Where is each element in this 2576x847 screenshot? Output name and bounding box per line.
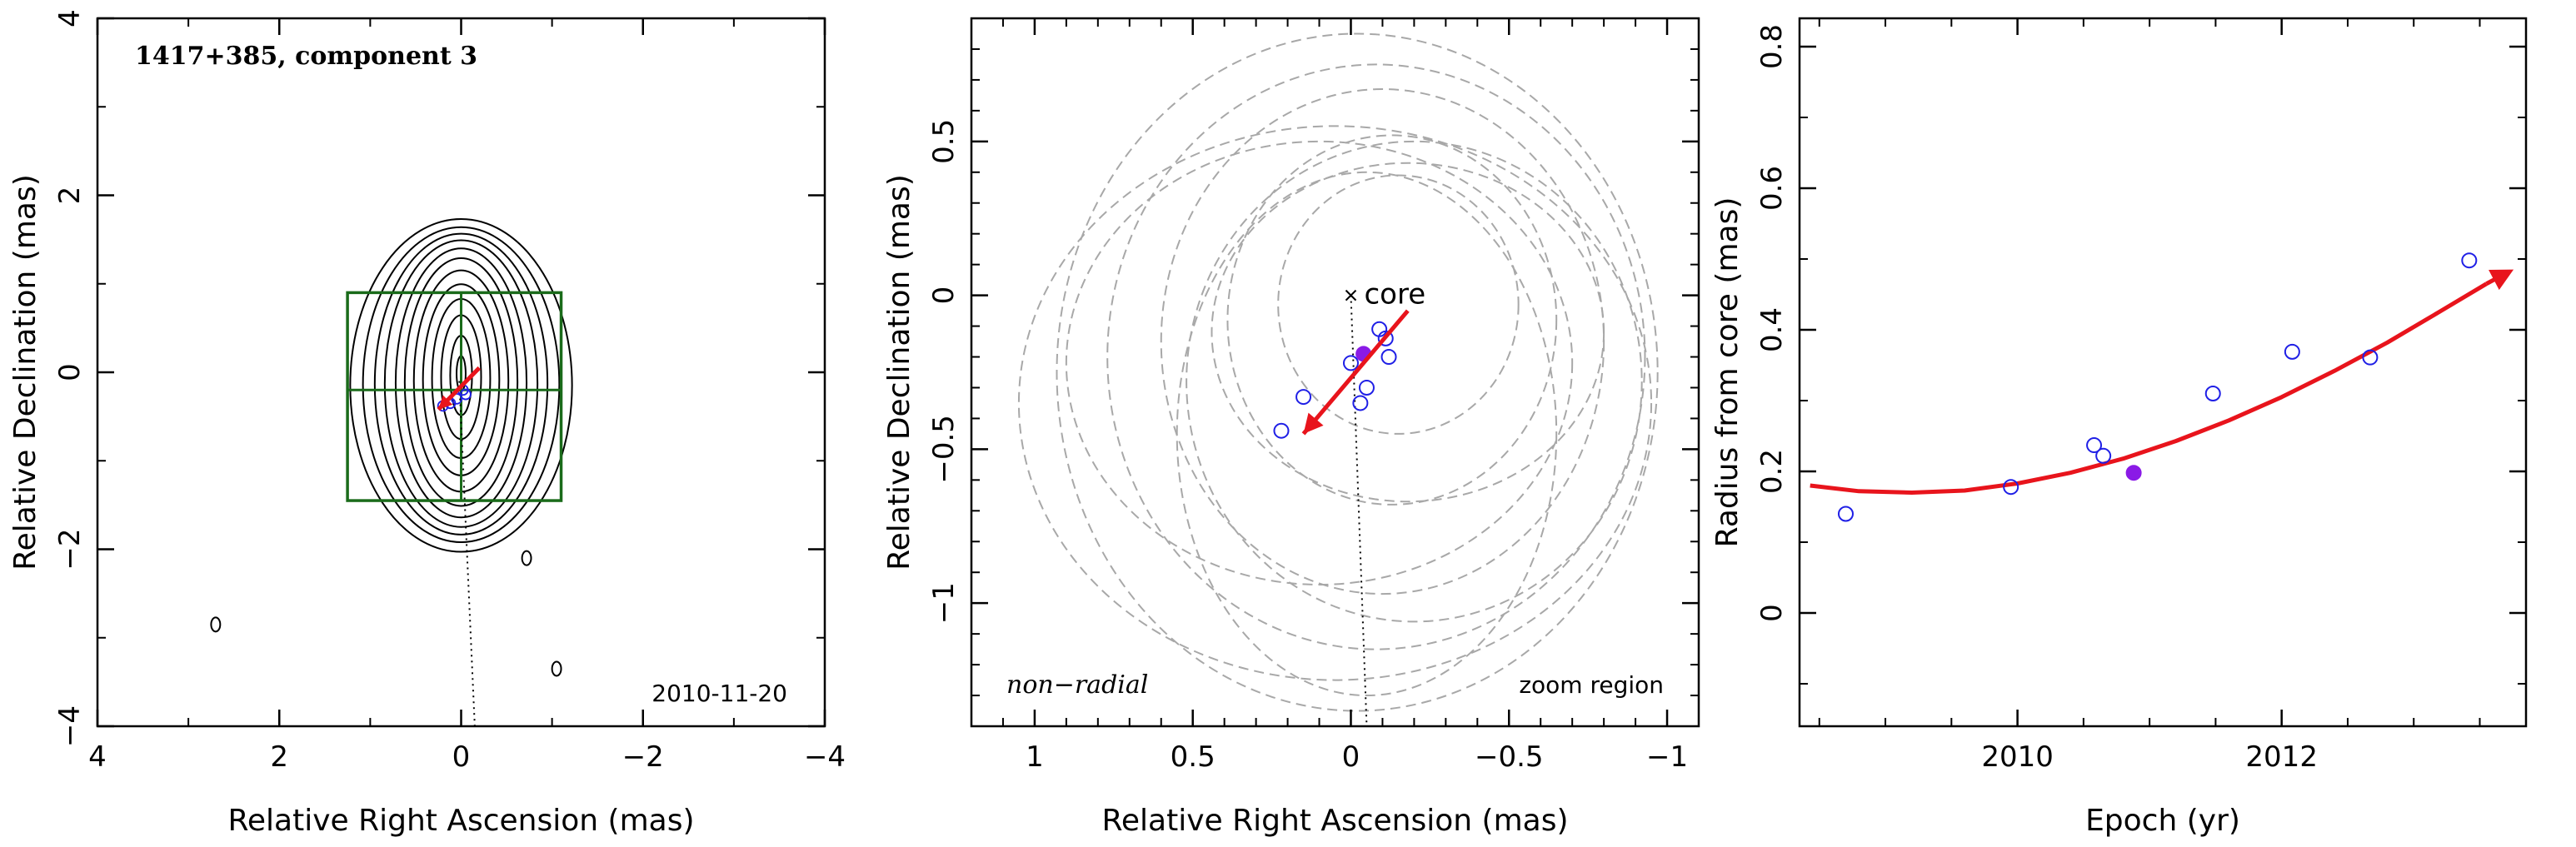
y-tick-label: 0 (53, 363, 87, 381)
p3-ticks: 2010 2012 0 0.2 0.4 0.6 0.8 (1755, 18, 2526, 774)
data-point-open (2204, 386, 2221, 401)
y-tick-label: 0.6 (1755, 166, 1789, 211)
p1-title: 1417+385, component 3 (135, 42, 477, 71)
x-tick-label: 0 (1342, 740, 1360, 774)
ellipse-group (1017, 32, 1659, 712)
panel-contour: 4 2 0 −2 −4 −4 −2 0 2 4 1417+385, component 3 201… (8, 9, 846, 838)
zoom-region-label: zoom region (1519, 671, 1664, 699)
uncertainty-ellipse (1186, 140, 1643, 623)
p3-y-axis-title: Radius from core (mas) (1710, 197, 1745, 548)
stray-contour (551, 660, 562, 677)
zoom-region-box (346, 291, 563, 502)
p2-ticks: 1 0.5 0 −0.5 −1 −1 −0.5 0 0.5 (927, 18, 1699, 774)
x-tick-label: −2 (622, 740, 664, 774)
x-tick-label: 2012 (2245, 740, 2318, 774)
x-tick-label: 4 (88, 740, 107, 774)
data-point-open (1273, 422, 1290, 439)
x-tick-label: 2 (270, 740, 288, 774)
data-point-open (1377, 330, 1394, 346)
p2-frame (970, 17, 1700, 728)
p1-y-axis-title: Relative Declination (mas) (8, 174, 42, 570)
uncertainty-ellipse (1065, 140, 1574, 585)
y-tick-label: 0 (927, 286, 961, 305)
p1-plot-content (210, 218, 573, 727)
data-point-open (1342, 355, 1359, 371)
data-point-open (1295, 389, 1312, 406)
data-point-open (1380, 349, 1397, 366)
y-tick-label: 0.4 (1755, 307, 1789, 352)
data-point-open (1358, 379, 1375, 396)
x-tick-label: 1 (1026, 740, 1044, 774)
data-point-filled (2125, 465, 2142, 481)
fit-curve-arrow-head (2489, 269, 2514, 291)
p3-plot-content (1810, 252, 2514, 522)
y-tick-label: 2 (53, 187, 87, 205)
motion-arrow-head (1303, 412, 1324, 434)
motion-arrow (1301, 309, 1410, 436)
p1-epoch-label: 2010-11-20 (651, 680, 787, 707)
x-tick-label: 0.5 (1171, 740, 1216, 774)
uncertainty-ellipse (1106, 63, 1646, 650)
y-tick-label: 0 (1755, 604, 1789, 622)
contour-level (394, 247, 528, 519)
data-point-open (2003, 479, 2019, 496)
data-point-open (1837, 506, 1854, 522)
data-point-open (1352, 395, 1369, 411)
uncertainty-ellipse (1176, 171, 1558, 697)
uncertainty-ellipse (1211, 162, 1605, 503)
p2-y-axis-title: Relative Declination (mas) (882, 174, 916, 570)
data-point-open (2086, 437, 2103, 454)
core-label: core (1364, 278, 1425, 311)
p3-x-axis-title: Epoch (yr) (2085, 804, 2240, 838)
p3-frame (1798, 17, 2528, 728)
x-tick-label: 2010 (1981, 740, 2054, 774)
p2-plot-content (1017, 32, 1659, 727)
y-tick-label: 0.5 (927, 119, 961, 164)
core-marker (1345, 289, 1357, 301)
x-tick-label: −0.5 (1475, 740, 1544, 774)
y-tick-label: −4 (53, 705, 87, 747)
data-point-open (2284, 343, 2300, 360)
contour-level (373, 232, 549, 536)
panel-zoom: 1 0.5 0 −0.5 −1 −1 −0.5 0 0.5 core non−radial zo… (882, 17, 1700, 838)
uncertainty-ellipse (1017, 125, 1653, 681)
contour-level (403, 257, 519, 507)
y-tick-label: 0.8 (1755, 24, 1789, 69)
p1-ticks: 4 2 0 −2 −4 −4 −2 0 2 4 (53, 9, 846, 774)
uncertainty-ellipse (1056, 32, 1659, 712)
fit-curve (1810, 282, 2488, 495)
x-tick-label: −4 (804, 740, 846, 774)
data-point-open (2095, 447, 2112, 464)
p1-x-axis-title: Relative Right Ascension (mas) (227, 804, 694, 838)
data-point-open (2362, 349, 2379, 366)
uncertainty-ellipse (1226, 134, 1558, 506)
non-radial-label: non−radial (1006, 670, 1148, 700)
y-tick-label: −0.5 (927, 415, 961, 484)
data-point-open (2461, 252, 2478, 269)
stray-contour (210, 616, 222, 633)
y-tick-label: 0.2 (1755, 449, 1789, 494)
contour-level (349, 218, 573, 553)
y-tick-label: −2 (53, 528, 87, 570)
x-tick-label: −1 (1646, 740, 1688, 774)
x-tick-label: 0 (452, 740, 471, 774)
motion-arrow-head (438, 395, 453, 410)
contour-level (362, 226, 561, 544)
p2-x-axis-title: Relative Right Ascension (mas) (1101, 804, 1568, 838)
y-tick-label: −1 (927, 582, 961, 624)
stray-contour (521, 550, 532, 566)
contour-level (383, 239, 539, 528)
y-tick-label: 4 (53, 9, 87, 27)
panel-radius-epoch: 2010 2012 0 0.2 0.4 0.6 0.8 Epoch (yr) Radius … (1710, 17, 2528, 838)
